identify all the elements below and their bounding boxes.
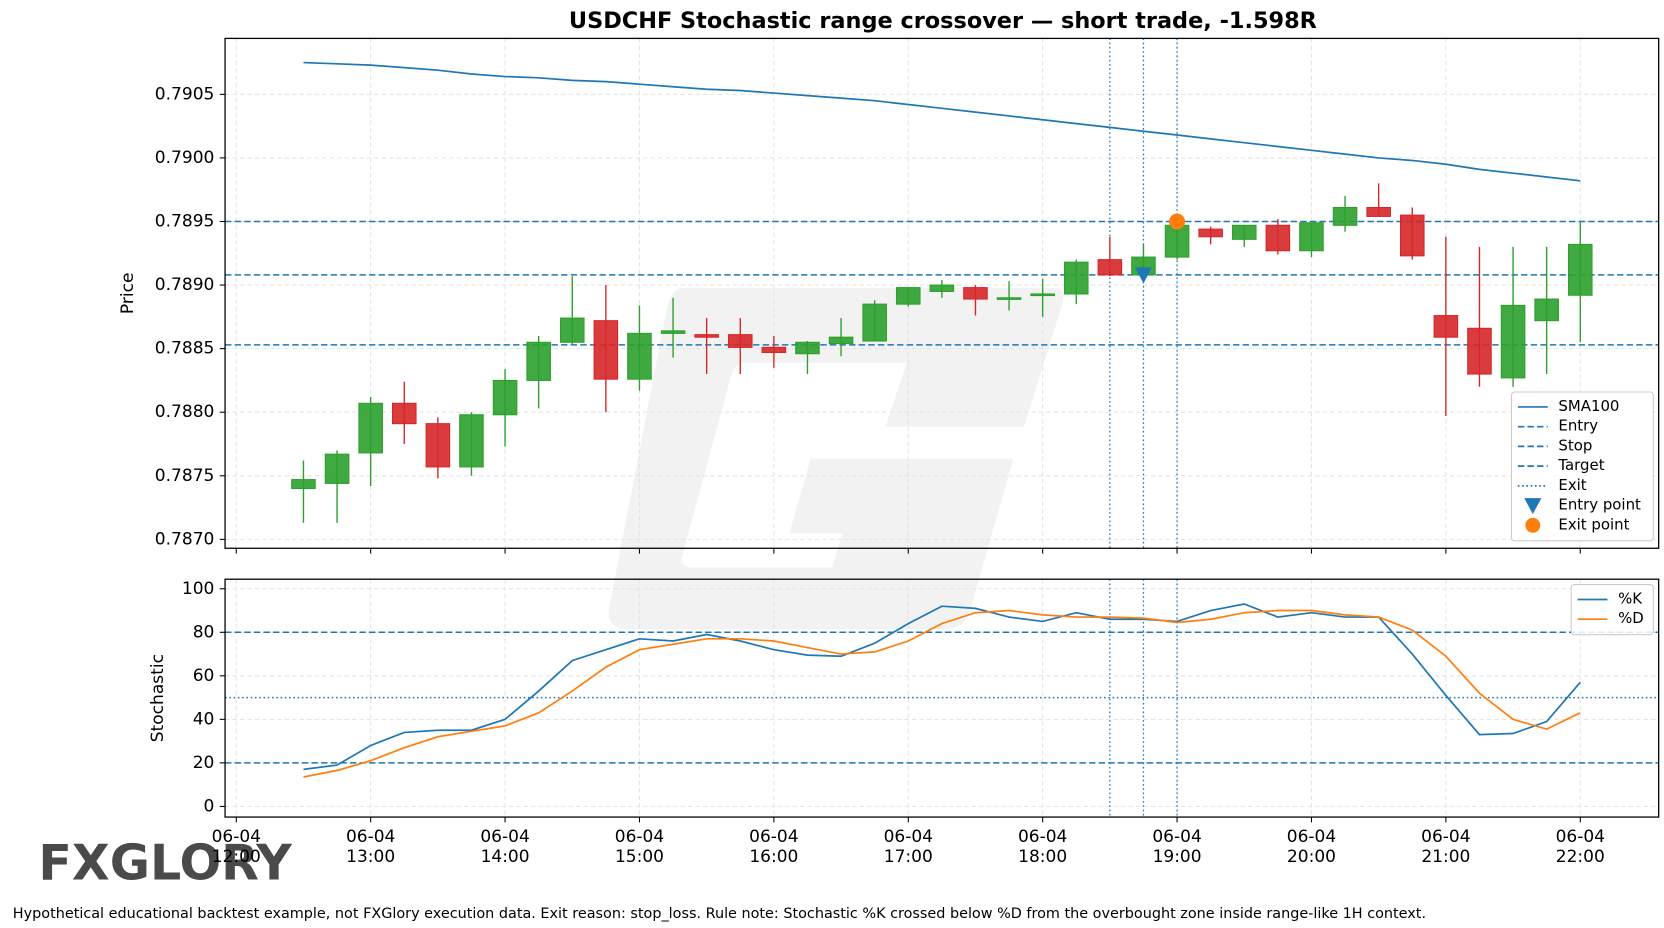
candle-body <box>1164 224 1190 258</box>
legend-box <box>1570 584 1654 636</box>
candle-body <box>459 414 484 468</box>
candle-body <box>828 336 854 345</box>
candle-body <box>526 341 551 381</box>
legend-label: SMA100 <box>1558 397 1619 415</box>
legend-label: Entry <box>1558 417 1598 435</box>
x-tick-label: 06-04 19:00 <box>1152 826 1202 867</box>
entry-marker <box>1134 267 1152 284</box>
candle-body <box>593 320 619 380</box>
x-tick-label: 06-04 16:00 <box>749 826 799 867</box>
candle-body <box>1534 298 1559 322</box>
y-axis-label: Stochastic <box>148 654 168 742</box>
legend-label: Target <box>1557 456 1604 474</box>
candle-body <box>963 287 988 300</box>
y-tick-label: 40 <box>193 709 215 729</box>
y-axis-label: Price <box>118 273 138 315</box>
y-tick-label: 0.7870 <box>155 529 215 549</box>
candle-body <box>324 453 350 484</box>
x-tick-label: 06-04 22:00 <box>1555 826 1605 867</box>
candle-body <box>660 330 686 334</box>
candle-body <box>1567 243 1593 296</box>
candle-body <box>1231 224 1257 240</box>
plot-frame <box>224 578 1660 818</box>
candle-body <box>1433 315 1459 338</box>
x-tick-label: 06-04 12:00 <box>211 826 261 867</box>
candle-body <box>862 303 887 342</box>
y-tick-label: 100 <box>182 579 215 599</box>
candle-body <box>291 479 316 490</box>
candle-body <box>1299 222 1324 252</box>
candle-body <box>1198 228 1223 238</box>
x-tick-label: 06-04 21:00 <box>1421 826 1471 867</box>
x-tick-label: 06-04 14:00 <box>480 826 530 867</box>
legend-label: Exit point <box>1558 515 1629 533</box>
x-tick-label: 06-04 18:00 <box>1017 826 1068 867</box>
legend-label: Exit <box>1558 476 1586 494</box>
legend-label: %K <box>1618 589 1643 607</box>
candle-body <box>1399 214 1425 257</box>
y-tick-label: 20 <box>193 753 215 773</box>
y-tick-label: 0 <box>204 796 215 816</box>
legend-marker <box>1524 498 1542 515</box>
plot-frame <box>224 37 1660 549</box>
candle-body <box>727 334 753 348</box>
x-tick-label: 06-04 17:00 <box>883 826 933 867</box>
logo: FXGLORY <box>38 834 292 892</box>
candle-body <box>1063 261 1089 295</box>
candle-body <box>1500 304 1526 379</box>
legend-box <box>1510 391 1654 542</box>
legend-label: Stop <box>1558 436 1592 454</box>
candle-body <box>358 402 383 454</box>
y-tick-label: 0.7885 <box>155 339 215 359</box>
series-line <box>303 61 1581 182</box>
candle-body <box>425 423 451 468</box>
series-line <box>303 609 1581 778</box>
y-tick-label: 0.7890 <box>155 275 215 295</box>
y-tick-label: 60 <box>193 666 215 686</box>
y-tick-label: 0.7895 <box>155 211 215 231</box>
candle-body <box>1265 224 1291 252</box>
candle-body <box>1332 206 1358 226</box>
footnote: Hypothetical educational backtest exampl… <box>13 906 1426 922</box>
legend-label: Entry point <box>1558 496 1641 514</box>
candle-body <box>1366 206 1391 217</box>
y-tick-label: 80 <box>193 622 215 642</box>
y-tick-label: 0.7905 <box>155 84 215 104</box>
legend-marker <box>1525 517 1541 533</box>
exit-marker <box>1169 213 1186 230</box>
candle-body <box>559 317 585 343</box>
watermark <box>608 288 1064 630</box>
candle-body <box>996 297 1022 300</box>
candle-body <box>1097 259 1123 276</box>
candle-body <box>895 287 921 305</box>
x-tick-label: 06-04 13:00 <box>345 826 396 867</box>
x-tick-label: 06-04 15:00 <box>614 826 665 867</box>
candle-body <box>627 332 652 380</box>
y-tick-label: 0.7875 <box>155 466 215 486</box>
chart-title: USDCHF Stochastic range crossover — shor… <box>569 8 1317 34</box>
candle-body <box>761 346 787 353</box>
candle-body <box>492 379 518 416</box>
candle-body <box>1030 293 1055 297</box>
candle-body <box>1467 327 1492 375</box>
y-tick-label: 0.7900 <box>155 148 215 168</box>
legend-label: %D <box>1618 609 1644 627</box>
y-tick-label: 0.7880 <box>155 402 215 422</box>
candle-body <box>795 341 820 355</box>
x-tick-label: 06-04 20:00 <box>1286 826 1337 867</box>
candle-body <box>929 284 955 292</box>
candle-body <box>391 402 417 425</box>
candle-body <box>694 334 719 338</box>
